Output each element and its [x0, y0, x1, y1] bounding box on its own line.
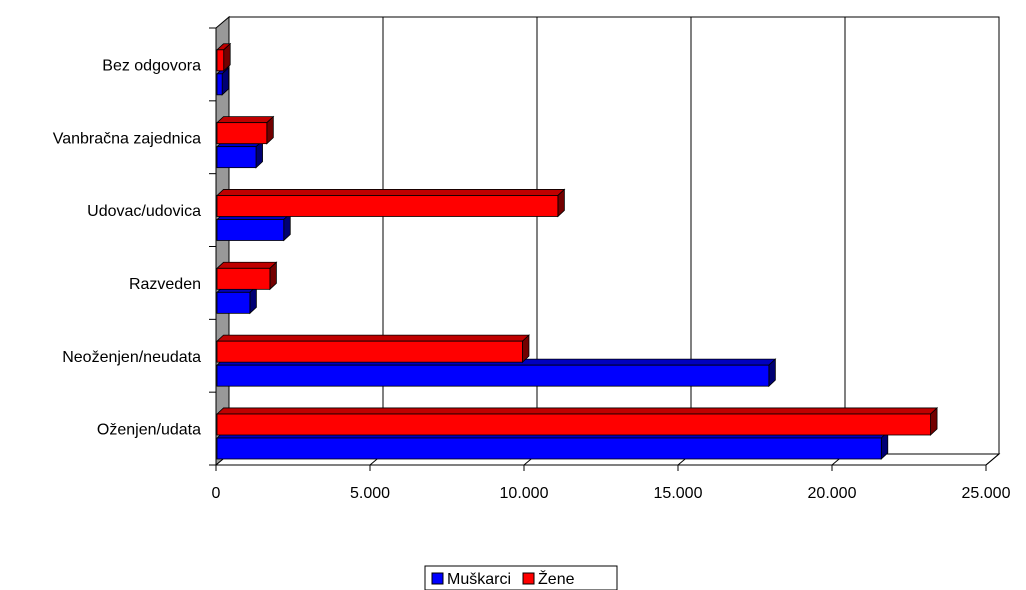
back-wall: [228, 16, 1000, 455]
bar: [215, 188, 566, 218]
legend-swatch: [522, 572, 535, 585]
x-tick-label: 20.000: [808, 485, 857, 502]
bar-top-face: [215, 407, 939, 415]
bar: [215, 115, 275, 145]
bar-top-face: [215, 334, 530, 342]
bar-front-face: [216, 49, 225, 72]
x-tick-label: 0: [212, 485, 221, 502]
bar: [215, 334, 530, 364]
legend-label: Muškarci: [447, 571, 511, 588]
bar: [215, 285, 258, 315]
bar-top-face: [215, 116, 275, 124]
bar-front-face: [216, 219, 285, 241]
x-tick-label: 15.000: [654, 485, 703, 502]
bar-front-face: [216, 437, 882, 460]
chart-walls: [214, 15, 1001, 467]
bar: [215, 66, 230, 96]
x-tick-label: 5.000: [350, 485, 390, 502]
bar-front-face: [216, 340, 523, 363]
category-label: Neoženjen/neudata: [62, 349, 201, 366]
bar-front-face: [216, 291, 251, 314]
bar-front-face: [216, 73, 223, 96]
category-label: Udovac/udovica: [87, 203, 201, 220]
bar-front-face: [216, 267, 271, 290]
x-tick-labels: 0 5.000 10.000 15.000 20.000 25.000: [212, 485, 1011, 502]
bar-front-face: [216, 195, 559, 217]
category-label: Oženjen/udata: [97, 422, 201, 439]
bar: [215, 358, 777, 388]
bar-top-face: [215, 189, 566, 196]
category-labels: Oženjen/udata Neoženjen/neudata Razveden Ud…: [53, 57, 201, 438]
bar: [215, 42, 232, 72]
bar: [215, 261, 278, 291]
bar: [215, 407, 939, 436]
category-label: Vanbračna zajednica: [53, 130, 201, 147]
legend: Muškarci Žene: [424, 565, 618, 590]
x-tick-label: 25.000: [962, 485, 1011, 502]
bar: [215, 139, 264, 169]
legend-label: Žene: [538, 569, 575, 588]
x-tick-label: 10.000: [500, 485, 549, 502]
bar-front-face: [216, 122, 268, 145]
bar-front-face: [216, 146, 257, 169]
bar-front-face: [216, 413, 931, 436]
bar-top-face: [215, 261, 278, 269]
legend-box: [424, 565, 618, 590]
category-label: Bez odgovora: [102, 57, 201, 74]
bars: [215, 42, 939, 460]
category-label: Razveden: [129, 276, 201, 293]
axes: [209, 27, 987, 471]
bar-front-face: [216, 364, 770, 387]
bar: [215, 431, 889, 460]
floor-grid-line: [985, 453, 1000, 466]
bar: [215, 212, 292, 242]
legend-swatch: [431, 572, 444, 585]
